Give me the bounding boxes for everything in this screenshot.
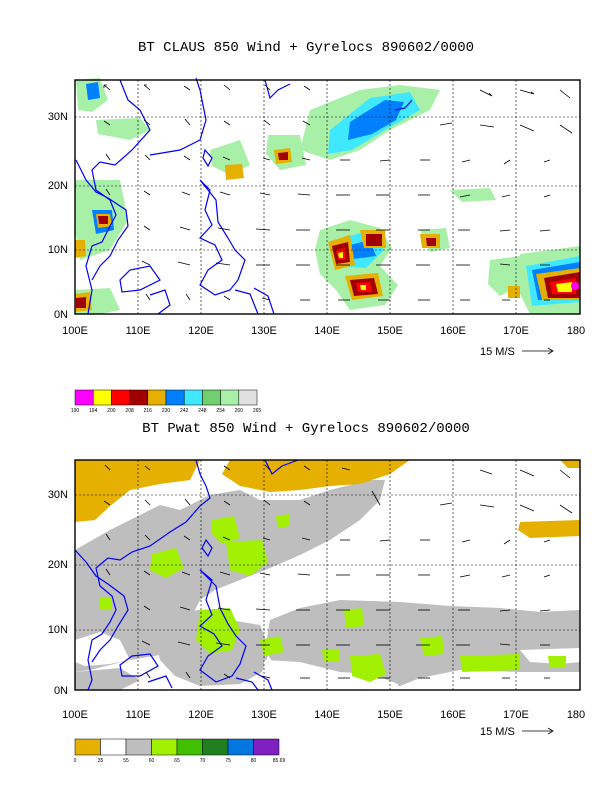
- svg-text:140E: 140E: [314, 709, 340, 721]
- colorbar-swatch: [74, 389, 94, 406]
- colorbar-swatch: [220, 389, 240, 406]
- colorbar: 190 194 200 208 216 230 242 248 254 260 265: [71, 389, 262, 414]
- svg-text:10N: 10N: [48, 624, 68, 636]
- colorbar-label: 254: [216, 408, 225, 414]
- coastline: [74, 459, 299, 691]
- svg-text:170E: 170E: [503, 325, 529, 337]
- colorbar-swatch: [238, 389, 258, 406]
- wind-vectors: [103, 464, 573, 679]
- colorbar-label: 208: [125, 408, 134, 414]
- colorbar-swatch: [227, 738, 254, 756]
- bottom-map-title: BT Pwat 850 Wind + Gyrelocs 890602/0000: [142, 421, 470, 437]
- svg-text:100E: 100E: [62, 709, 88, 721]
- svg-text:160E: 160E: [440, 325, 466, 337]
- colorbar-label: 194: [89, 408, 98, 414]
- colorbar-swatch: [111, 389, 130, 406]
- svg-text:110E: 110E: [126, 325, 151, 337]
- svg-text:120E: 120E: [188, 709, 214, 721]
- colorbar-swatch: [92, 389, 112, 406]
- svg-text:110E: 110E: [126, 709, 151, 721]
- colorbar-label: 65: [174, 758, 180, 764]
- colorbar-label: 55: [123, 758, 129, 764]
- colorbar-label: 248: [198, 408, 207, 414]
- colorbar-label: 35: [98, 758, 104, 764]
- svg-text:10N: 10N: [48, 244, 68, 256]
- latitude-labels: 30N 20N 10N 0N: [48, 111, 68, 321]
- colorbar-swatch: [151, 738, 178, 756]
- colorbar-label: 230: [162, 408, 171, 414]
- svg-text:180: 180: [567, 325, 585, 337]
- svg-text:15 M/S: 15 M/S: [480, 726, 515, 738]
- bottom-map-panel: 30N 20N 10N 0N 100E 110E 120E 130E 140E …: [48, 459, 585, 764]
- colorbar-label: 0: [74, 758, 77, 764]
- svg-text:150E: 150E: [377, 709, 403, 721]
- colorbar-label: 75: [225, 758, 231, 764]
- colorbar-label: 190: [71, 408, 80, 414]
- colorbar-label: 70: [200, 758, 206, 764]
- colorbar: 0 35 55 60 65 70 75 80 85.69: [74, 738, 286, 764]
- colorbar-swatch: [165, 389, 185, 406]
- svg-text:130E: 130E: [251, 325, 277, 337]
- colorbar-label: 85.69: [273, 758, 286, 764]
- svg-text:150E: 150E: [377, 325, 403, 337]
- colorbar-swatch: [183, 389, 203, 406]
- svg-text:130E: 130E: [251, 709, 277, 721]
- svg-text:0N: 0N: [54, 685, 68, 697]
- svg-text:20N: 20N: [48, 180, 68, 192]
- colorbar-label: 80: [251, 758, 257, 764]
- colorbar-swatch: [129, 389, 149, 406]
- grid-lines: [75, 460, 580, 690]
- pwat-shading: [75, 460, 580, 690]
- svg-text:0N: 0N: [54, 309, 68, 321]
- svg-text:15 M/S: 15 M/S: [480, 346, 515, 358]
- longitude-labels: 100E 110E 120E 130E 140E 150E 160E 170E …: [62, 709, 585, 721]
- colorbar-label: 200: [107, 408, 116, 414]
- cloud-shading: [75, 78, 580, 314]
- colorbar-swatch: [202, 389, 221, 406]
- longitude-labels: 100E 110E 120E 130E 140E 150E 160E 170E …: [62, 325, 585, 337]
- colorbar-swatch: [147, 389, 167, 406]
- colorbar-label: 216: [144, 408, 153, 414]
- colorbar-label: 260: [235, 408, 244, 414]
- colorbar-swatch: [125, 738, 152, 756]
- svg-text:120E: 120E: [188, 325, 214, 337]
- colorbar-swatch: [202, 738, 229, 756]
- vector-reference: 15 M/S: [480, 346, 554, 358]
- colorbar-swatch: [176, 738, 203, 756]
- svg-text:100E: 100E: [62, 325, 88, 337]
- colorbar-label: 242: [180, 408, 189, 414]
- colorbar-label: 60: [149, 758, 155, 764]
- colorbar-swatch: [253, 738, 280, 756]
- svg-text:170E: 170E: [503, 709, 529, 721]
- svg-text:160E: 160E: [440, 709, 466, 721]
- latitude-labels: 30N 20N 10N 0N: [48, 489, 68, 697]
- svg-text:180: 180: [567, 709, 585, 721]
- svg-text:20N: 20N: [48, 559, 68, 571]
- colorbar-label: 265: [253, 408, 262, 414]
- map-frame: [74, 79, 581, 315]
- top-map-title: BT CLAUS 850 Wind + Gyrelocs 890602/0000: [137, 40, 475, 56]
- svg-text:140E: 140E: [314, 325, 340, 337]
- vector-reference: 15 M/S: [480, 726, 554, 738]
- map-frame: [74, 459, 581, 691]
- svg-text:30N: 30N: [48, 489, 68, 501]
- colorbar-swatch: [74, 738, 101, 756]
- colorbar-swatch: [100, 738, 127, 756]
- svg-text:30N: 30N: [48, 111, 68, 123]
- wind-vectors: [103, 84, 573, 301]
- grid-lines: [75, 80, 580, 314]
- top-map-panel: 30N 20N 10N 0N 100E 110E 120E 130E 140E …: [48, 77, 585, 414]
